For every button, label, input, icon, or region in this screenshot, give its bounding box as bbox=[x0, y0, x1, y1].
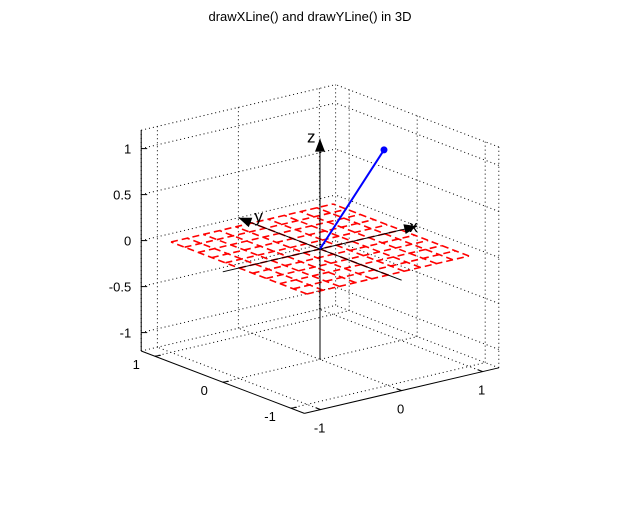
x-tick bbox=[396, 388, 402, 392]
z-tick-label: 0.5 bbox=[113, 188, 131, 203]
x-arrow-label: x bbox=[409, 217, 418, 236]
chart-title: drawXLine() and drawYLine() in 3D bbox=[208, 9, 412, 24]
vector-line bbox=[319, 149, 385, 250]
z-arrow-head bbox=[315, 138, 325, 152]
z-arrow-label: z bbox=[307, 128, 316, 147]
x-tick bbox=[477, 369, 483, 373]
y-tick bbox=[154, 354, 161, 357]
x-arrow-head bbox=[403, 224, 418, 235]
axis-y bbox=[141, 350, 305, 414]
x-tick-label: 1 bbox=[478, 383, 485, 398]
x-tick-label: 0 bbox=[397, 402, 404, 417]
y-tick-label: 1 bbox=[133, 357, 140, 372]
axis-ticks: -1 0 1 -1 0 1 -1 -0.5 0 0.5 1 bbox=[109, 142, 485, 436]
y-arrow-label: y bbox=[254, 207, 263, 226]
grid-line-x-floor bbox=[319, 308, 483, 373]
y-arrow-head bbox=[238, 217, 253, 228]
z-tick-label: 0 bbox=[124, 234, 131, 249]
vector-series bbox=[319, 146, 388, 250]
x-tick-label: -1 bbox=[314, 421, 326, 436]
y-tick bbox=[222, 380, 229, 383]
z-tick-label: -1 bbox=[120, 326, 132, 341]
y-tick bbox=[290, 406, 297, 409]
reference-axes: x y z bbox=[222, 128, 418, 360]
y-tick-label: 0 bbox=[201, 383, 208, 398]
x-tick bbox=[315, 407, 321, 411]
y-tick-label: -1 bbox=[264, 409, 276, 424]
grid-line-y-floor bbox=[290, 362, 486, 409]
axes-grid bbox=[141, 88, 499, 411]
z-tick-label: 1 bbox=[124, 142, 131, 157]
z-tick-label: -0.5 bbox=[109, 280, 131, 295]
vector-endpoint bbox=[380, 146, 388, 154]
